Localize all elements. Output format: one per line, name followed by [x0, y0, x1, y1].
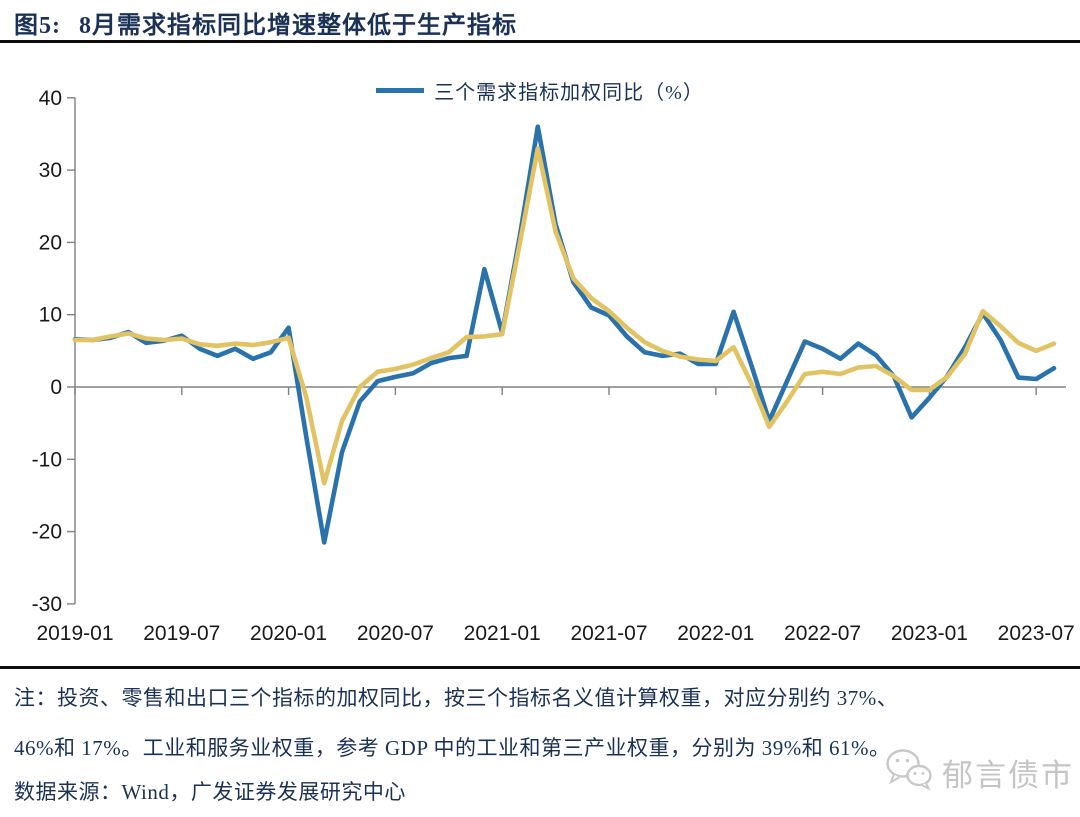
y-tick-label: -30 — [32, 593, 62, 616]
chart-legend: 三个需求指标加权同比（%） — [0, 76, 1080, 105]
y-tick-label: 30 — [39, 159, 62, 182]
watermark-text: 郁言债市 — [942, 758, 1074, 793]
x-tick-label: 2019-01 — [36, 622, 113, 645]
legend-label: 三个需求指标加权同比（%） — [434, 82, 704, 104]
line-chart: 40 30 20 10 0 -10 -20 -30 2019-01 2019-07 2020-01 2… — [32, 87, 1075, 645]
y-tick-label: 0 — [50, 376, 62, 399]
x-tick-label: 2023-01 — [891, 622, 968, 645]
x-tick-label: 2023-07 — [998, 622, 1075, 645]
x-tick-label: 2019-07 — [143, 622, 220, 645]
brand-watermark: 郁言债市 — [884, 748, 1074, 797]
x-tick-label: 2022-07 — [784, 622, 861, 645]
y-tick-label: -10 — [32, 448, 62, 471]
y-tick-label: 10 — [39, 304, 62, 327]
note-line-2: 46%和 17%。工业和服务业权重，参考 GDP 中的工业和第三产业权重，分别为… — [14, 736, 891, 760]
notes-divider — [0, 666, 1080, 669]
x-tick-label: 2020-07 — [357, 622, 434, 645]
series-line-demand — [72, 124, 1057, 545]
y-tick-label: 20 — [39, 231, 62, 254]
note-line-1: 注：投资、零售和出口三个指标的加权同比，按三个指标名义值计算权重，对应分别约 3… — [14, 686, 899, 710]
x-tick-label: 2021-01 — [464, 622, 541, 645]
y-tick-label: -20 — [32, 521, 62, 544]
legend-line-swatch — [376, 88, 425, 93]
figure-header: 图5: 8月需求指标同比增速整体低于生产指标 — [14, 5, 517, 40]
y-tick-label: 40 — [39, 87, 62, 110]
x-tick-label: 2020-01 — [250, 622, 327, 645]
title-divider — [0, 40, 1080, 43]
series-line-secondary — [72, 146, 1057, 486]
wechat-icon — [884, 748, 934, 797]
data-source-line: 数据来源：Wind，广发证券发展研究中心 — [14, 780, 406, 804]
chart-canvas: 40 30 20 10 0 -10 -20 -30 2019-01 2019-07 2020-01 2… — [32, 87, 1075, 645]
x-tick-label: 2022-01 — [677, 622, 754, 645]
figure-title: 8月需求指标同比增速整体低于生产指标 — [79, 13, 517, 39]
x-tick-label: 2021-07 — [570, 622, 647, 645]
figure-number: 图5: — [14, 13, 61, 39]
